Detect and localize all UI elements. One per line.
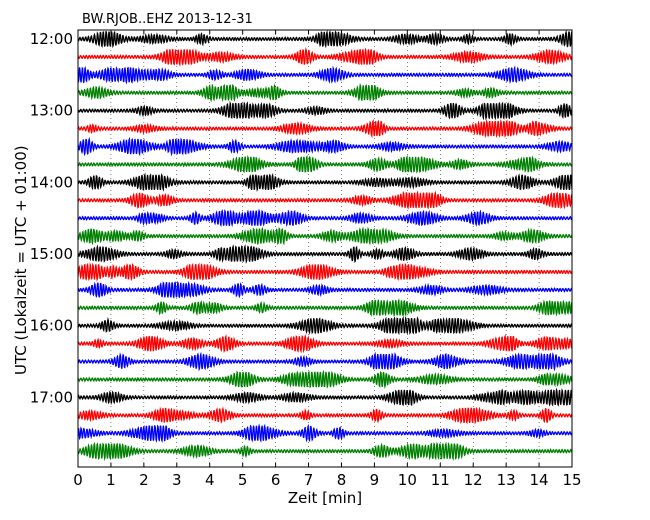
x-axis-label: Zeit [min] — [287, 489, 363, 507]
trace-1330 — [78, 136, 572, 157]
x-tick-label: 12 — [464, 471, 483, 489]
trace-1745 — [78, 441, 572, 462]
x-tick-label: 11 — [431, 471, 450, 489]
trace-1245 — [78, 82, 572, 103]
trace-1345 — [78, 154, 572, 174]
x-tick-label: 10 — [398, 471, 417, 489]
x-tick-label: 4 — [205, 471, 215, 489]
axis-ticks: 0 1 2 3 4 5 6 7 8 9 10 11 12 13 14 1512:0013:0014:0015:… — [30, 30, 582, 489]
x-tick-label: 3 — [172, 471, 182, 489]
trace-1630 — [78, 351, 572, 372]
trace-1430 — [78, 208, 572, 228]
trace-1215 — [78, 46, 572, 67]
x-tick-label: 9 — [370, 471, 380, 489]
trace-1645 — [78, 369, 572, 390]
y-tick-label: 17:00 — [30, 388, 73, 406]
chart-title: BW.RJOB..EHZ 2013-12-31 — [82, 12, 253, 27]
x-tick-label: 15 — [562, 471, 581, 489]
trace-1415 — [78, 190, 572, 210]
trace-1530 — [78, 280, 572, 299]
trace-1615 — [78, 333, 572, 354]
y-axis-label: UTC (Lokalzeit = UTC + 01:00) — [12, 145, 30, 375]
x-tick-label: 1 — [106, 471, 116, 489]
y-tick-label: 14:00 — [30, 173, 73, 191]
trace-1515 — [78, 262, 572, 282]
y-tick-label: 16:00 — [30, 317, 73, 335]
y-tick-label: 13:00 — [30, 102, 73, 120]
x-tick-label: 0 — [73, 471, 83, 489]
seismogram-traces — [78, 30, 572, 462]
trace-1200 — [78, 30, 572, 49]
x-tick-label: 14 — [530, 471, 549, 489]
y-tick-label: 15:00 — [30, 245, 73, 263]
trace-1715 — [78, 406, 572, 425]
x-tick-label: 7 — [304, 471, 314, 489]
trace-1730 — [78, 423, 572, 444]
trace-1600 — [78, 316, 572, 336]
trace-1230 — [78, 65, 572, 85]
trace-1300 — [78, 100, 572, 121]
trace-1700 — [78, 387, 572, 407]
y-tick-label: 12:00 — [30, 30, 73, 48]
trace-1315 — [78, 118, 572, 139]
trace-1545 — [78, 298, 572, 318]
trace-1400 — [78, 172, 572, 193]
x-tick-label: 8 — [337, 471, 347, 489]
x-tick-label: 13 — [497, 471, 516, 489]
plot-frame — [77, 29, 573, 468]
x-tick-label: 6 — [271, 471, 281, 489]
trace-1445 — [78, 226, 572, 246]
x-tick-label: 5 — [238, 471, 248, 489]
x-tick-label: 2 — [139, 471, 149, 489]
trace-1500 — [78, 244, 572, 264]
